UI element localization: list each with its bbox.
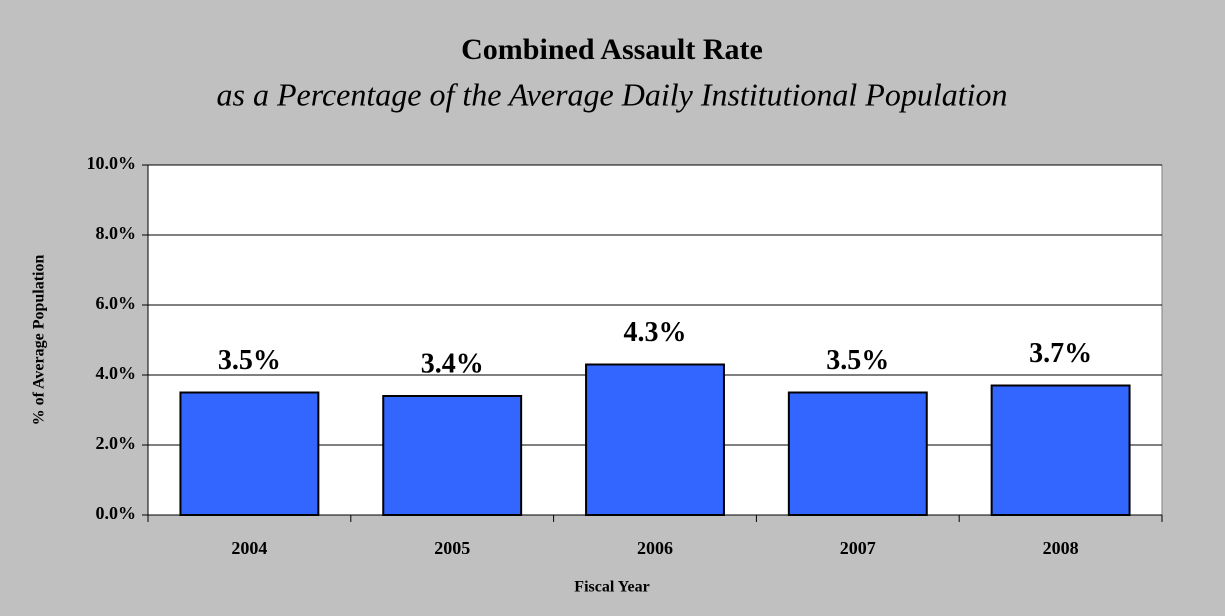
x-axis-title: Fiscal Year (574, 579, 649, 596)
bar (382, 395, 523, 516)
x-tick-label: 2005 (434, 538, 470, 558)
y-axis-title: % of Average Population (31, 255, 48, 426)
y-tick-label: 0.0% (96, 503, 137, 523)
x-tick-label: 2004 (231, 538, 267, 558)
chart-subtitle: as a Percentage of the Average Daily Ins… (217, 76, 1008, 112)
data-label: 3.5% (826, 345, 889, 376)
y-tick-label: 6.0% (96, 293, 137, 313)
x-tick-label: 2006 (637, 538, 673, 558)
x-tick-label: 2008 (1043, 538, 1079, 558)
bar (585, 363, 725, 516)
y-tick-label: 8.0% (96, 223, 137, 243)
y-tick-label: 4.0% (96, 363, 137, 383)
bar (787, 391, 928, 516)
chart-title: Combined Assault Rate (461, 33, 763, 66)
data-label: 3.4% (421, 348, 484, 379)
bar (990, 384, 1131, 516)
data-label: 4.3% (624, 317, 687, 348)
y-tick-label: 10.0% (87, 153, 137, 173)
data-label: 3.5% (218, 345, 281, 376)
data-label: 3.7% (1029, 338, 1092, 369)
bar (179, 391, 320, 516)
x-tick-label: 2007 (840, 538, 876, 558)
y-tick-label: 2.0% (96, 433, 137, 453)
